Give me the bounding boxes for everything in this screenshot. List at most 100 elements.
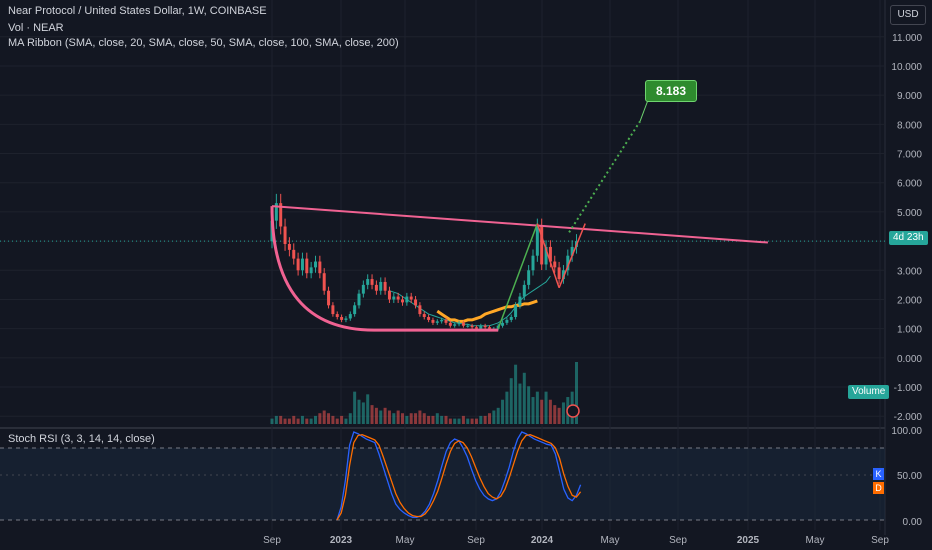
time-tick-label: 2025	[737, 535, 760, 546]
volume-bar	[370, 405, 374, 424]
volume-bar	[418, 410, 422, 424]
volume-legend[interactable]: Vol · NEAR	[8, 22, 64, 34]
candle-body	[522, 284, 526, 297]
candle-body	[561, 270, 565, 280]
volume-bar	[431, 415, 435, 424]
volume-bar	[292, 415, 296, 424]
volume-bar	[383, 407, 387, 424]
volume-bar	[335, 418, 339, 424]
volume-bar	[466, 418, 470, 424]
volume-bars	[270, 362, 578, 424]
volume-bar	[509, 378, 513, 424]
volume-bar	[318, 413, 322, 424]
candle-body	[466, 325, 470, 327]
volume-bar	[327, 413, 331, 424]
stoch-band	[0, 448, 885, 520]
candle-body	[570, 246, 574, 256]
axes: 11.00010.0009.0008.0007.0006.0005.0004.0…	[263, 33, 922, 546]
time-tick-label: 2024	[531, 535, 554, 546]
stoch-rsi-legend[interactable]: Stoch RSI (3, 3, 14, 14, close)	[8, 433, 155, 445]
volume-bar	[361, 402, 365, 424]
volume-bar	[531, 397, 535, 424]
price-tick-label: 11.000	[892, 33, 922, 44]
lightning-icon	[566, 404, 580, 418]
ma-line-sma-200	[436, 299, 538, 323]
candle-body	[418, 305, 422, 315]
candle-body	[457, 322, 461, 325]
candle-body	[379, 281, 383, 291]
volume-bar	[548, 399, 552, 424]
candle-body	[370, 279, 374, 285]
volume-bar	[514, 364, 518, 424]
volume-bar	[405, 415, 409, 424]
candle-body	[409, 296, 413, 300]
candle-body	[535, 226, 539, 256]
volume-bar	[496, 407, 500, 424]
countdown-tag: 4d 23h	[889, 231, 928, 245]
volume-bar	[470, 418, 474, 424]
volume-bar	[305, 418, 309, 424]
volume-bar	[401, 413, 404, 424]
chart-title[interactable]: Near Protocol / United States Dollar, 1W…	[8, 5, 267, 17]
volume-bar	[435, 413, 439, 424]
candle-body	[387, 290, 391, 300]
volume-bar	[540, 399, 544, 424]
candle-body	[566, 255, 570, 271]
candle-body	[527, 270, 531, 285]
candle-body	[422, 314, 426, 317]
volume-bar	[322, 410, 326, 424]
candle-body	[361, 284, 365, 294]
candle-body	[274, 203, 278, 221]
candle-body	[374, 284, 378, 291]
price-tick-label: -1.000	[894, 383, 923, 394]
candle-body	[396, 296, 400, 300]
candle-body	[292, 249, 296, 259]
volume-bar	[561, 402, 565, 424]
volume-bar	[535, 391, 539, 424]
target-projection-line	[568, 120, 641, 233]
volume-bar	[505, 391, 509, 424]
volume-bar	[274, 415, 278, 424]
candle-body	[479, 325, 483, 329]
volume-bar	[474, 418, 478, 424]
candle-body	[435, 321, 439, 323]
candle-body	[461, 322, 465, 326]
currency-button[interactable]: USD	[890, 5, 926, 25]
stoch-k-tag: K	[873, 468, 884, 480]
stoch-series-d	[336, 433, 582, 521]
price-tick-label: 5.000	[897, 208, 922, 219]
volume-bar	[287, 418, 291, 424]
candle-body	[357, 293, 361, 306]
rally-line	[497, 223, 539, 329]
candle-body	[518, 296, 522, 306]
candle-body	[353, 305, 357, 315]
time-tick-label: Sep	[263, 535, 281, 546]
pattern-drawings	[270, 99, 768, 418]
ma-line-sma-20	[389, 275, 551, 327]
price-tick-label: 9.000	[897, 91, 922, 102]
price-tick-label: 1.000	[897, 325, 922, 336]
price-candles	[270, 193, 578, 331]
volume-bar	[557, 407, 561, 424]
candle-body	[514, 305, 518, 317]
candle-body	[296, 258, 300, 271]
volume-bar	[300, 415, 304, 424]
volume-bar	[575, 362, 578, 424]
volume-bar	[387, 410, 391, 424]
candle-body	[470, 325, 474, 328]
time-tick-label: 2023	[330, 535, 353, 546]
time-tick-label: May	[601, 535, 620, 546]
stoch-tick-label: 100.00	[891, 426, 922, 437]
volume-bar	[479, 415, 483, 424]
candle-body	[509, 316, 513, 320]
candle-body	[501, 322, 505, 326]
price-tick-label: -2.000	[894, 412, 923, 423]
volume-bar	[527, 386, 531, 424]
candle-body	[440, 319, 444, 322]
stoch-rsi-pane	[0, 431, 885, 521]
candle-body	[322, 273, 326, 291]
volume-bar	[461, 415, 465, 424]
ma-ribbon-legend[interactable]: MA Ribbon (SMA, close, 20, SMA, close, 5…	[8, 37, 399, 49]
price-tick-label: 8.000	[897, 120, 922, 131]
